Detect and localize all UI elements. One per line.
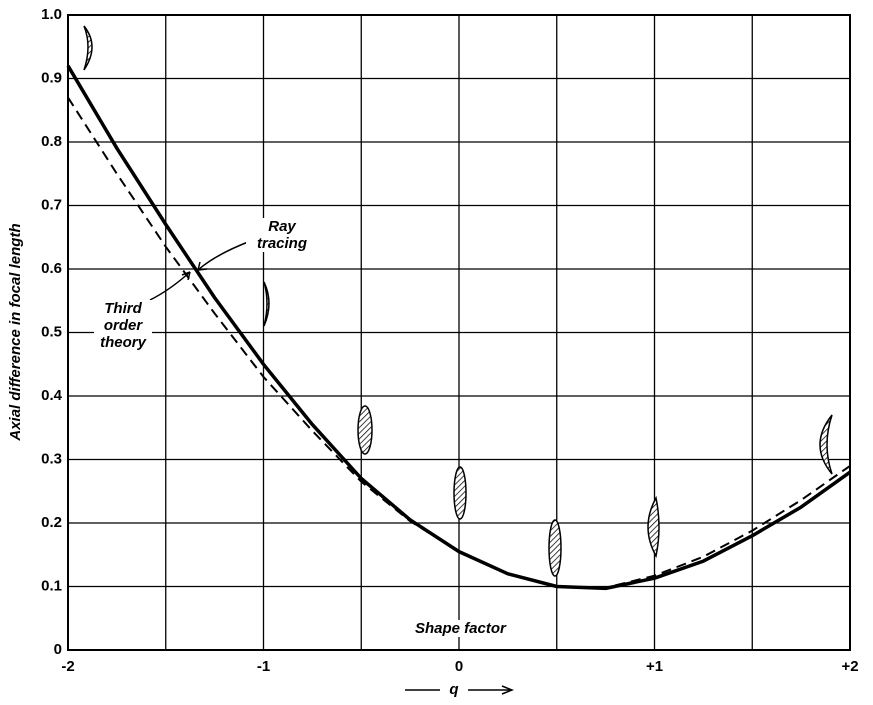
lens-icon bbox=[453, 466, 467, 520]
y-tick-label: 0 bbox=[54, 641, 62, 658]
lens-icon bbox=[357, 405, 373, 455]
arrow-head bbox=[197, 261, 208, 271]
y-tick-label: 0.9 bbox=[41, 69, 62, 86]
arrow-head bbox=[501, 685, 515, 695]
x-tick-label: +1 bbox=[646, 658, 663, 675]
x-tick-label: +2 bbox=[841, 658, 858, 675]
y-tick-label: 1.0 bbox=[41, 6, 62, 23]
lens-icons bbox=[83, 25, 833, 577]
lens-icon bbox=[548, 519, 562, 577]
plot-frame bbox=[67, 14, 851, 651]
x-tick-label: -2 bbox=[61, 658, 74, 675]
y-tick-label: 0.2 bbox=[41, 514, 62, 531]
y-tick-label: 0.5 bbox=[41, 323, 62, 340]
lens-icon bbox=[83, 25, 93, 71]
lens-icon bbox=[263, 281, 270, 327]
x-tick-label: 0 bbox=[455, 658, 463, 675]
y-tick-label: 0.4 bbox=[41, 387, 63, 404]
annotation-arrows bbox=[149, 241, 249, 301]
lens-icon bbox=[647, 495, 660, 559]
series-label: Ray tracing bbox=[246, 218, 318, 252]
series-lines bbox=[66, 64, 852, 591]
series-line bbox=[66, 64, 852, 591]
y-tick-label: 0.3 bbox=[41, 450, 62, 467]
grid bbox=[67, 14, 851, 651]
x-axis-title: q bbox=[449, 681, 458, 698]
arrow bbox=[197, 241, 249, 271]
y-axis-title: Axial difference in focal length bbox=[7, 223, 24, 441]
x-tick-label: -1 bbox=[257, 658, 270, 675]
series-line bbox=[67, 96, 851, 589]
arrow bbox=[149, 271, 191, 301]
y-tick-label: 0.1 bbox=[41, 577, 62, 594]
y-tick-label: 0.6 bbox=[41, 260, 62, 277]
y-tick-label: 0.7 bbox=[41, 196, 62, 213]
series-label: Third order theory bbox=[94, 300, 152, 351]
lens-icon bbox=[819, 414, 833, 475]
q-arrows bbox=[405, 685, 515, 695]
y-tick-label: 0.8 bbox=[41, 133, 62, 150]
annotation: Shape factor bbox=[412, 620, 509, 637]
